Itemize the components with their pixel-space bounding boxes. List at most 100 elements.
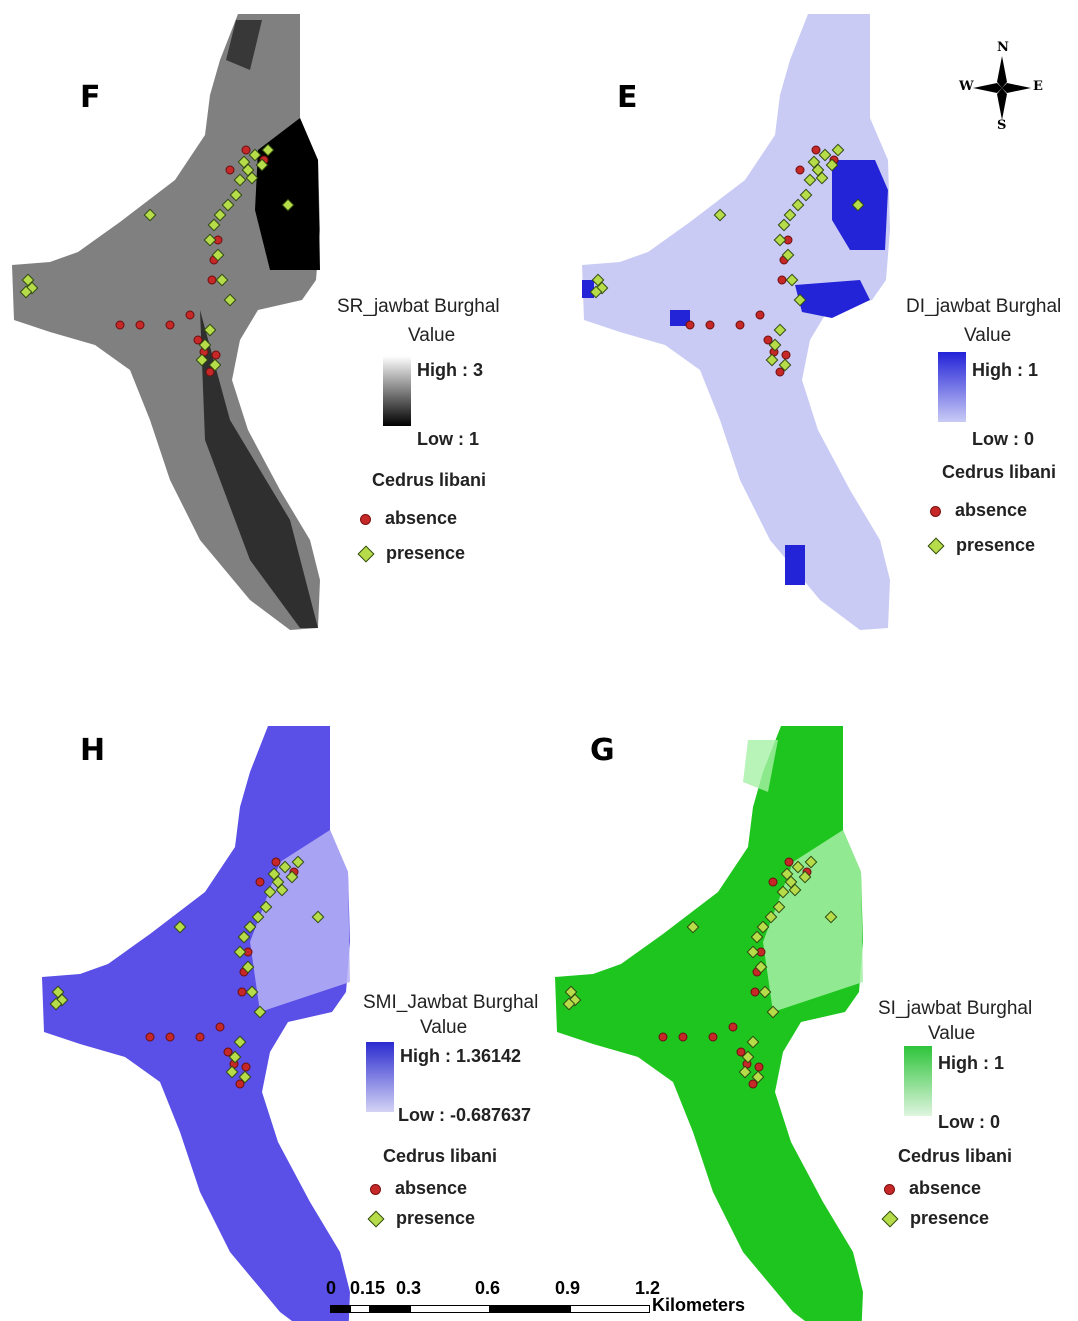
presence-point bbox=[208, 358, 222, 372]
legend-absence-e: absence bbox=[930, 500, 1027, 521]
scale-tick-3: 0.6 bbox=[475, 1278, 501, 1298]
legend-title-e: DI_jawbat Burghal bbox=[906, 296, 1062, 317]
low-label-f: Low : 1 bbox=[417, 429, 479, 449]
legend-absence-h: absence bbox=[370, 1178, 467, 1199]
presence-point bbox=[773, 233, 787, 247]
presence-point bbox=[173, 920, 187, 934]
species-label-f: Cedrus libani bbox=[372, 470, 487, 490]
presence-point bbox=[785, 273, 799, 287]
compass-e: E bbox=[1033, 79, 1043, 94]
high-label-g: High : 1 bbox=[938, 1053, 1004, 1073]
scale-units: Kilometers bbox=[652, 1295, 746, 1315]
compass-n: N bbox=[997, 40, 1009, 55]
presence-point bbox=[259, 900, 273, 914]
legend-presence-h: presence bbox=[367, 1208, 475, 1229]
map-panel-g bbox=[555, 726, 863, 1321]
presence-point bbox=[261, 143, 275, 157]
absence-point bbox=[754, 1062, 764, 1072]
absence-point bbox=[135, 320, 145, 330]
presence-point bbox=[263, 885, 277, 899]
absence-point bbox=[685, 320, 695, 330]
presence-point bbox=[818, 148, 832, 162]
presence-point bbox=[229, 188, 243, 202]
presence-point bbox=[776, 885, 790, 899]
presence-point bbox=[799, 188, 813, 202]
presence-point bbox=[213, 208, 227, 222]
legend-value-g: Value bbox=[928, 1023, 976, 1044]
presence-point bbox=[221, 198, 235, 212]
presence-point bbox=[824, 910, 838, 924]
absence-point bbox=[193, 335, 203, 345]
presence-point bbox=[791, 860, 805, 874]
absence-point bbox=[255, 877, 265, 887]
panel-letter-e: E bbox=[617, 80, 638, 115]
presence-point bbox=[851, 198, 865, 212]
absence-point bbox=[736, 1047, 746, 1057]
absence-point bbox=[115, 320, 125, 330]
absence-point bbox=[185, 310, 195, 320]
color-ramp-g bbox=[904, 1046, 932, 1116]
presence-symbol-icon bbox=[927, 537, 945, 555]
legend-title-h: SMI_Jawbat Burghal bbox=[363, 992, 539, 1013]
presence-point bbox=[228, 1050, 242, 1064]
color-ramp-f bbox=[383, 356, 411, 426]
panel-letter-f: F bbox=[80, 80, 101, 115]
species-label-g: Cedrus libani bbox=[898, 1146, 1013, 1166]
presence-point bbox=[281, 198, 295, 212]
presence-point bbox=[275, 883, 289, 897]
color-ramp-e bbox=[938, 352, 966, 422]
absence-point bbox=[165, 320, 175, 330]
presence-point bbox=[765, 353, 779, 367]
legend-presence-f: presence bbox=[357, 543, 465, 564]
presence-point bbox=[750, 930, 764, 944]
absence-point bbox=[811, 145, 821, 155]
presence-point bbox=[19, 285, 33, 299]
presence-point bbox=[243, 920, 257, 934]
presence-symbol-icon bbox=[881, 1210, 899, 1228]
map-panel-f bbox=[12, 14, 320, 630]
presence-point bbox=[237, 930, 251, 944]
presence-point bbox=[773, 323, 787, 337]
absence-point bbox=[777, 275, 787, 285]
presence-point bbox=[772, 900, 786, 914]
presence-point bbox=[241, 960, 255, 974]
north-arrow-icon: N S W E bbox=[955, 40, 1045, 135]
presence-point bbox=[807, 155, 821, 169]
presence-point bbox=[781, 248, 795, 262]
presence-point bbox=[311, 910, 325, 924]
presence-point bbox=[237, 155, 251, 169]
absence-point bbox=[223, 1047, 233, 1057]
absence-point bbox=[784, 857, 794, 867]
absence-point bbox=[728, 1022, 738, 1032]
legend-presence-e: presence bbox=[927, 535, 1035, 556]
absence-symbol-icon bbox=[884, 1183, 895, 1195]
absence-point bbox=[750, 987, 760, 997]
presence-point bbox=[251, 910, 265, 924]
presence-symbol-icon bbox=[357, 545, 375, 563]
presence-point bbox=[768, 338, 782, 352]
species-label-e: Cedrus libani bbox=[942, 462, 1057, 482]
absence-point bbox=[165, 1032, 175, 1042]
legend-presence-g: presence bbox=[881, 1208, 989, 1229]
legend-value-e: Value bbox=[964, 325, 1012, 346]
absence-point bbox=[763, 335, 773, 345]
absence-point bbox=[768, 877, 778, 887]
presence-point bbox=[804, 855, 818, 869]
presence-point bbox=[255, 158, 269, 172]
presence-point bbox=[815, 171, 829, 185]
occurrence-points bbox=[19, 143, 865, 1089]
absence-point bbox=[735, 320, 745, 330]
panel-letter-h: H bbox=[80, 733, 106, 768]
absence-point bbox=[237, 987, 247, 997]
presence-point bbox=[791, 198, 805, 212]
scale-bar: 0 0.15 0.3 0.6 0.9 1.2 Kilometers bbox=[326, 1278, 790, 1318]
presence-point bbox=[225, 1065, 239, 1079]
absence-point bbox=[211, 350, 221, 360]
presence-point bbox=[233, 173, 247, 187]
absence-point bbox=[678, 1032, 688, 1042]
legend-value-h: Value bbox=[420, 1017, 468, 1038]
absence-point bbox=[705, 320, 715, 330]
absence-symbol-icon bbox=[930, 505, 941, 517]
absence-point bbox=[205, 367, 215, 377]
presence-point bbox=[248, 148, 262, 162]
